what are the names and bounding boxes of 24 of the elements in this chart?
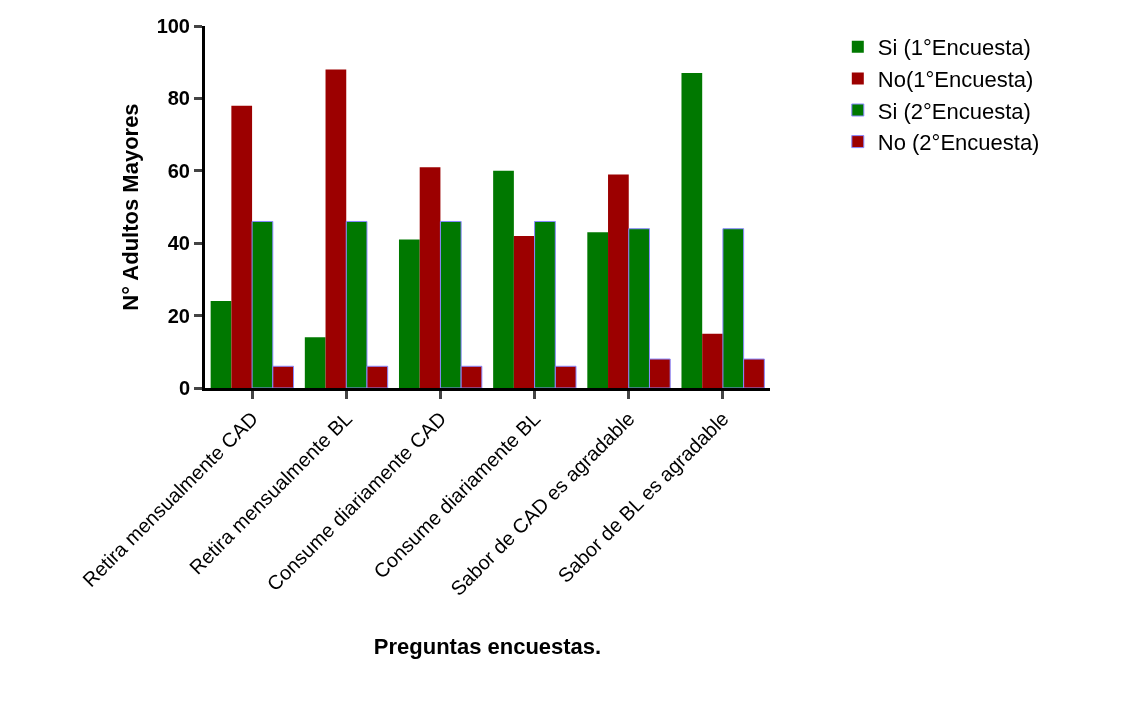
legend-label: Si (1°Encuesta) [877, 35, 1031, 61]
bar [587, 232, 609, 388]
bar [210, 301, 232, 388]
y-tick-label: 100 [156, 15, 190, 37]
y-tick-label: 40 [167, 232, 190, 255]
y-tick-label: 20 [167, 304, 190, 327]
y-tick-label: 0 [178, 377, 190, 399]
bar [513, 235, 535, 388]
y-axis-title: N° Adultos Mayores [118, 103, 144, 311]
bar [325, 69, 347, 388]
bar [608, 174, 629, 388]
bar [304, 337, 326, 388]
bar [419, 167, 441, 388]
legend-label: No(1°Encuesta) [877, 66, 1034, 92]
bar [702, 333, 723, 388]
bar [681, 73, 703, 388]
y-tick-label: 60 [167, 159, 190, 182]
y-tick-label: 80 [167, 87, 190, 110]
legend-label: Si (2°Encuesta) [877, 98, 1031, 124]
legend-label: No (2°Encuesta) [877, 130, 1040, 156]
bar [398, 239, 420, 388]
bar [493, 170, 514, 388]
x-axis-title: Preguntas encuestas. [373, 633, 602, 659]
bar [231, 105, 253, 388]
